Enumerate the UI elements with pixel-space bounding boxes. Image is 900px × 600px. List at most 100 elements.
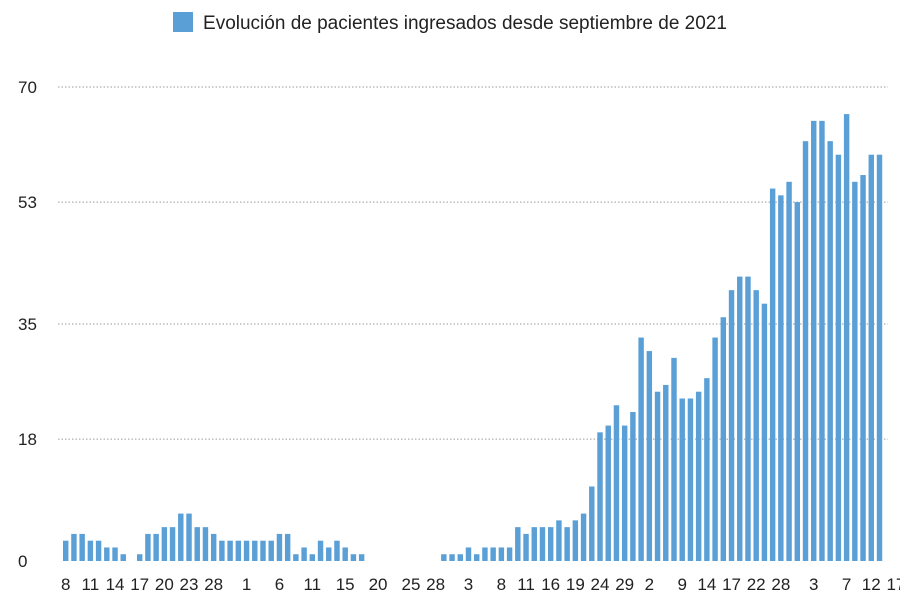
bar — [745, 276, 751, 561]
bar — [671, 357, 677, 561]
bar — [753, 290, 759, 561]
bar — [556, 520, 562, 561]
bar — [104, 547, 110, 561]
y-tick-label: 70 — [18, 78, 37, 97]
bar — [342, 547, 348, 561]
x-tick-label: 7 — [842, 575, 851, 594]
legend-label: Evolución de pacientes ingresados desde … — [203, 13, 727, 34]
bar — [654, 391, 661, 561]
bar — [728, 290, 735, 561]
bar — [490, 547, 496, 561]
bar — [202, 527, 209, 561]
x-tick-label: 15 — [336, 575, 355, 594]
bar — [769, 188, 776, 561]
bar — [334, 540, 340, 561]
bar — [350, 554, 357, 561]
x-tick-label: 22 — [747, 575, 766, 594]
y-tick-label: 0 — [18, 552, 27, 571]
bar — [638, 337, 644, 561]
bar — [268, 540, 274, 561]
x-tick-label: 20 — [155, 575, 174, 594]
bar — [580, 513, 587, 561]
bar — [178, 513, 184, 561]
bar — [441, 554, 447, 561]
bar — [597, 432, 603, 561]
bar — [145, 533, 151, 561]
x-tick-label: 6 — [275, 575, 284, 594]
x-tick-label: 19 — [566, 575, 585, 594]
bar — [120, 554, 126, 561]
bar — [79, 533, 85, 561]
x-tick-label: 28 — [771, 575, 790, 594]
bar — [564, 527, 570, 561]
bar — [136, 554, 143, 561]
x-tick-label: 8 — [61, 575, 70, 594]
bar — [227, 540, 233, 561]
bar — [326, 547, 332, 561]
x-tick-label: 17 — [130, 575, 149, 594]
bar — [819, 120, 825, 562]
bar — [506, 547, 513, 561]
bar — [737, 276, 743, 561]
x-axis: 8 11 14 17 20 23 28 1 6 11 15 20 25 28 3 8 11 16 19 24 29 2 9 1… — [61, 575, 900, 594]
x-tick-label: 14 — [697, 575, 716, 594]
bar — [301, 547, 307, 561]
bar — [539, 527, 546, 561]
bar — [547, 527, 554, 561]
bar — [112, 547, 118, 561]
legend-swatch — [173, 12, 194, 32]
x-tick-label: 11 — [82, 575, 100, 594]
bar — [876, 154, 883, 561]
bar — [605, 425, 611, 561]
x-tick-label: 29 — [615, 575, 634, 594]
bar — [235, 540, 242, 561]
x-tick-label: 16 — [541, 575, 560, 594]
bar — [169, 527, 176, 561]
x-tick-label: 23 — [180, 575, 199, 594]
bar — [852, 181, 858, 562]
bar — [71, 533, 77, 561]
x-tick-label: 24 — [591, 575, 610, 594]
x-tick-label: 17 — [886, 575, 900, 594]
y-tick-label: 35 — [18, 315, 37, 334]
bar — [868, 154, 874, 561]
bar — [219, 540, 225, 561]
bar — [210, 533, 217, 561]
bar — [465, 547, 472, 561]
bar — [482, 547, 488, 561]
bar — [243, 540, 250, 561]
bar — [531, 527, 537, 561]
x-tick-label: 28 — [426, 575, 445, 594]
bar — [87, 540, 94, 561]
x-tick-label: 1 — [242, 575, 251, 594]
bar — [778, 195, 784, 561]
bar — [515, 527, 521, 561]
bar — [317, 540, 324, 561]
x-tick-label: 12 — [862, 575, 881, 594]
bar — [786, 181, 792, 562]
y-tick-label: 53 — [18, 193, 37, 212]
y-axis: 0 18 35 53 70 — [18, 78, 37, 571]
bar — [194, 527, 200, 561]
bar — [621, 425, 628, 561]
bar — [284, 533, 291, 561]
bar — [252, 540, 258, 561]
bar — [358, 554, 365, 561]
bar — [498, 547, 505, 561]
x-tick-label: 25 — [401, 575, 420, 594]
x-tick-label: 17 — [722, 575, 741, 594]
bar — [794, 202, 801, 562]
bar — [835, 154, 842, 561]
x-tick-label: 11 — [517, 575, 535, 594]
y-tick-label: 18 — [18, 430, 37, 449]
bar — [95, 540, 102, 561]
bar — [761, 303, 768, 561]
x-tick-label: 20 — [369, 575, 388, 594]
bar — [802, 141, 809, 562]
bar — [293, 554, 299, 561]
bar — [449, 554, 455, 561]
x-tick-label: 3 — [809, 575, 818, 594]
bar — [63, 540, 69, 561]
bar — [630, 412, 636, 561]
bar — [679, 398, 685, 561]
